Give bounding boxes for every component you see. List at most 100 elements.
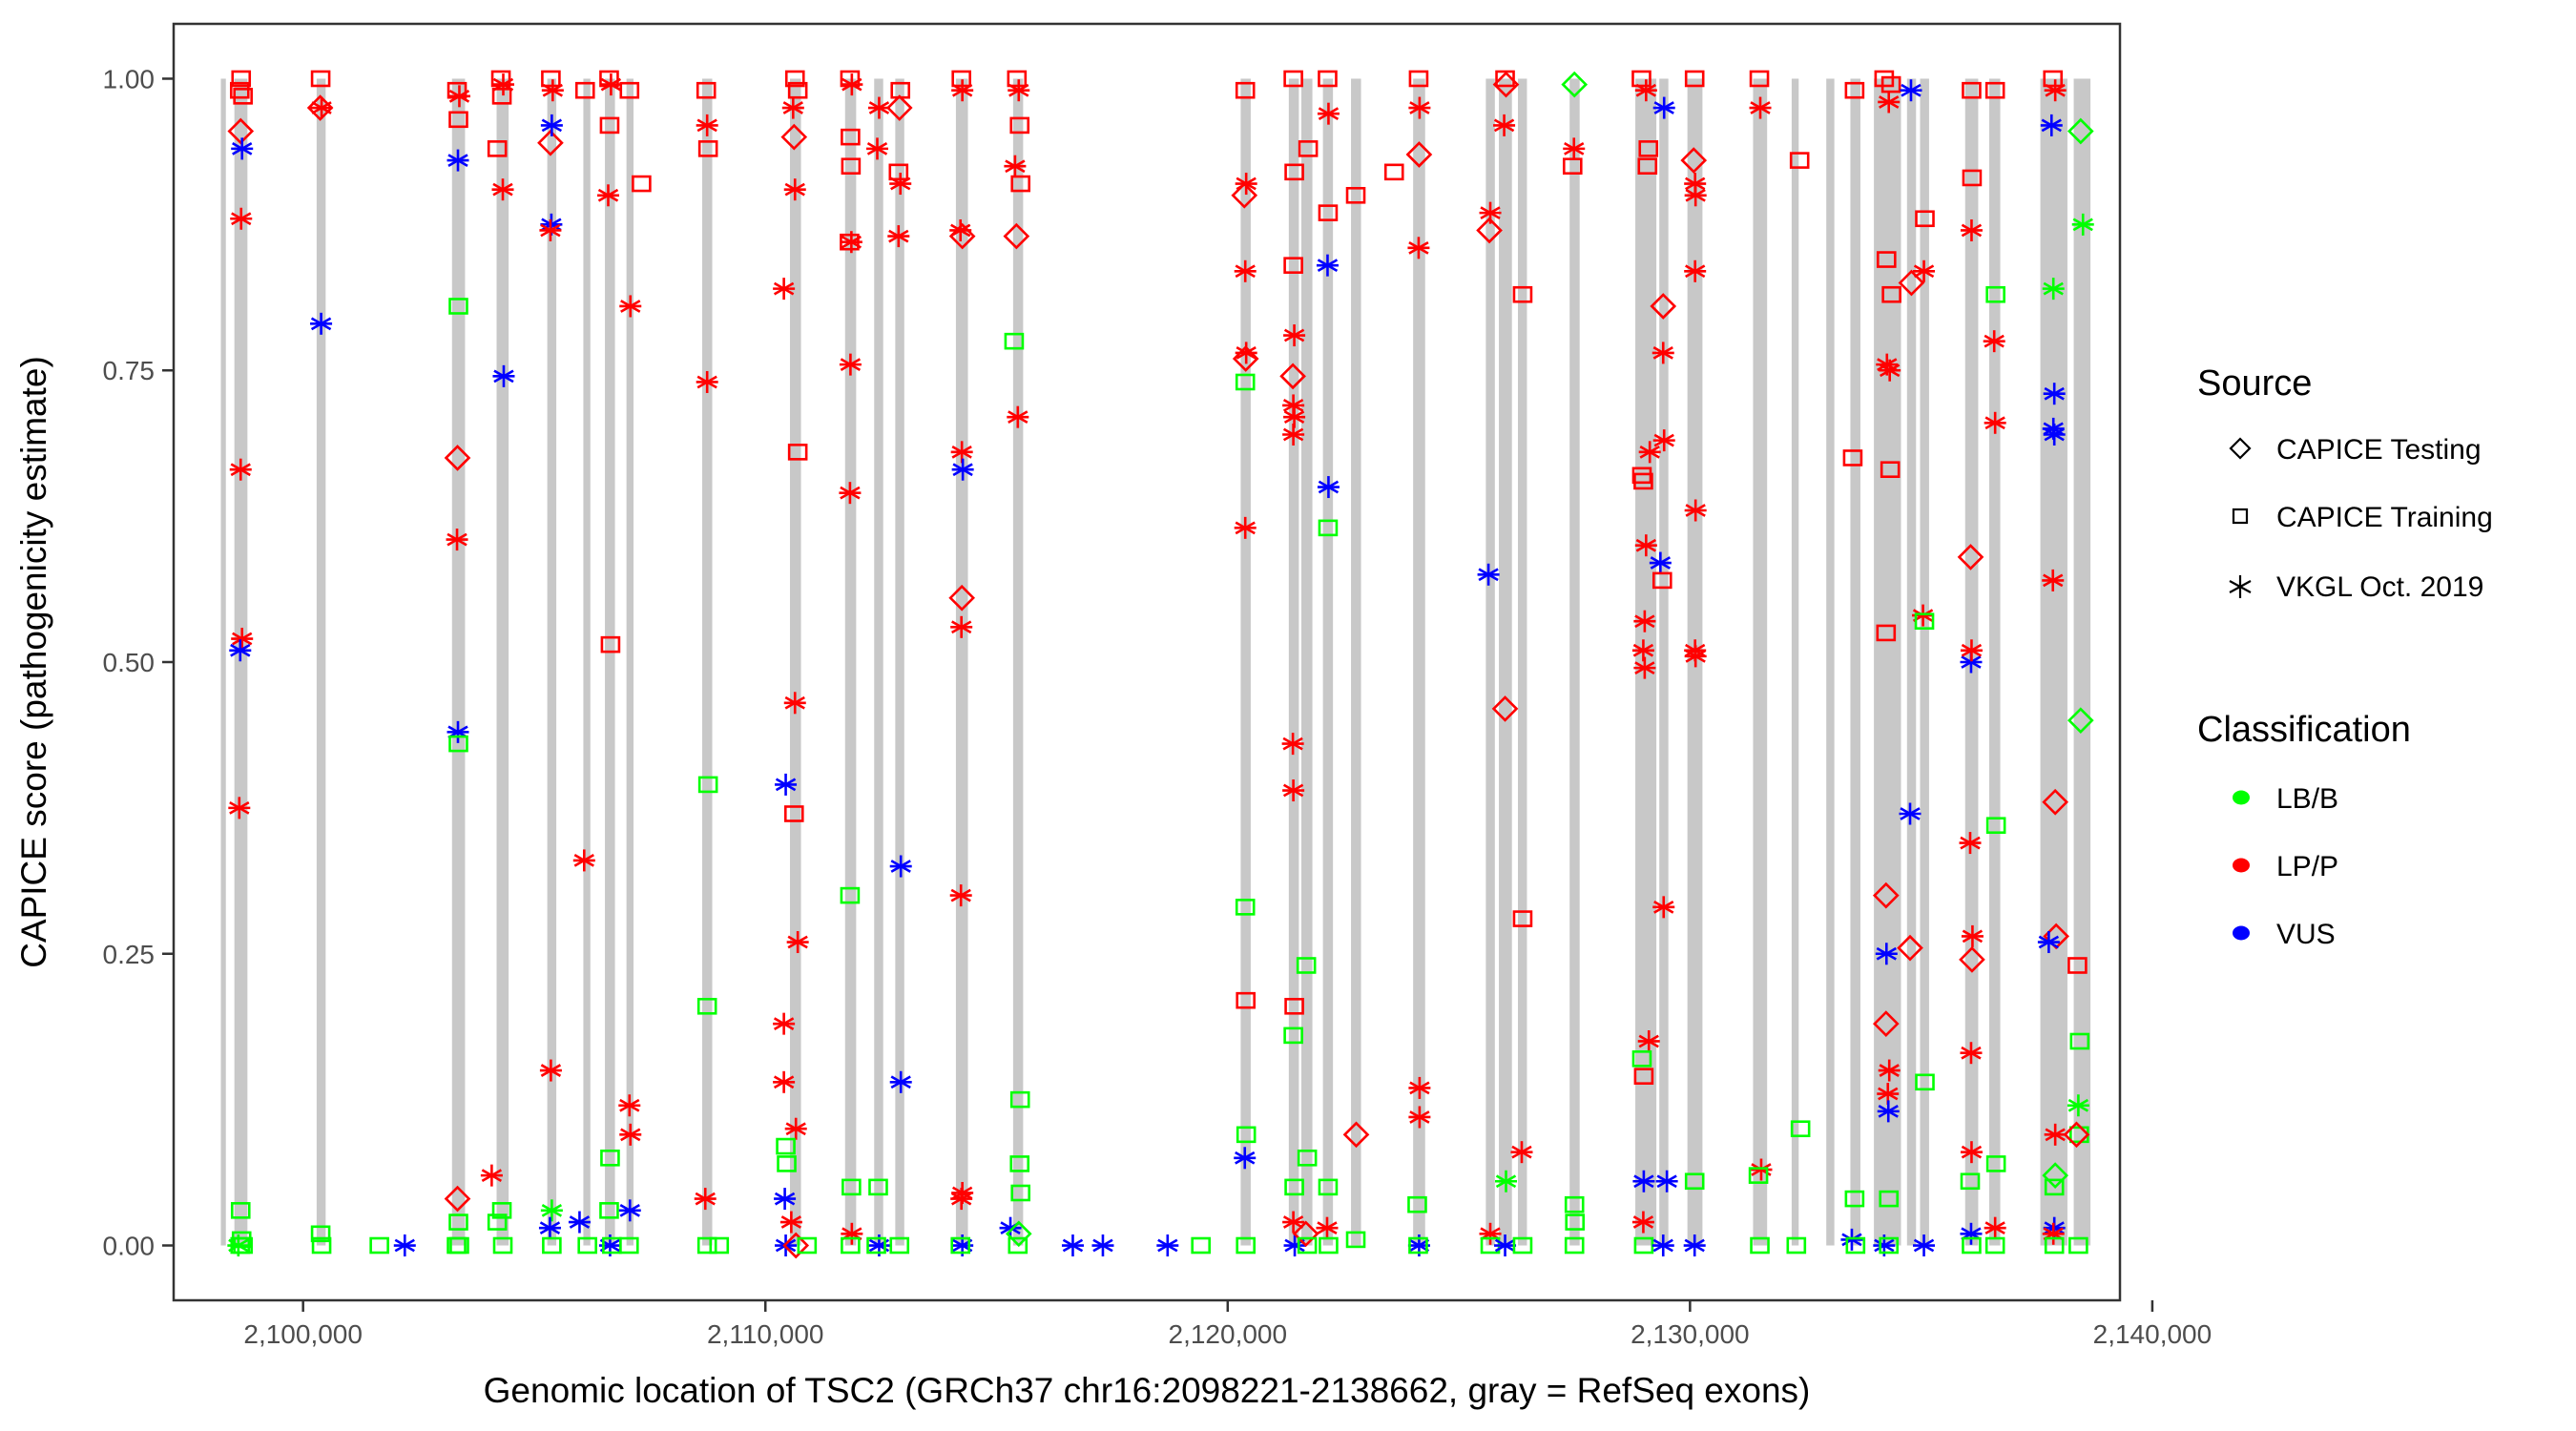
point-capice-training-lb-b — [448, 735, 468, 753]
point-capice-training-lb-b — [1235, 899, 1256, 916]
point-capice-training-lb-b — [1345, 1231, 1366, 1249]
point-capice-training-lb-b — [1564, 1195, 1585, 1213]
point-capice-training-lp-p — [1283, 70, 1303, 88]
point-capice-training-lb-b — [1985, 1155, 2006, 1172]
point-capice-training-lb-b — [696, 1236, 717, 1255]
point-capice-training-lb-b — [1284, 1178, 1304, 1196]
point-capice-training-lb-b — [950, 1236, 971, 1255]
exon-bar-15 — [955, 78, 968, 1246]
point-capice-testing-lp-p — [1897, 934, 1923, 962]
point-capice-training-lb-b — [696, 997, 717, 1015]
point-vkgl-oct-2019-lp-p — [784, 1117, 807, 1140]
point-capice-testing-lp-p — [1292, 1220, 1319, 1248]
exon-bar-31 — [1791, 78, 1799, 1246]
exon-bar-4 — [451, 78, 466, 1246]
exon-bar-8 — [605, 78, 615, 1246]
exon-bar-14 — [895, 78, 904, 1246]
point-capice-training-lp-p — [696, 81, 717, 99]
point-capice-training-lb-b — [1318, 519, 1339, 537]
point-vkgl-oct-2019-lp-p — [1317, 102, 1340, 125]
point-vkgl-oct-2019-lp-p — [1984, 411, 2006, 434]
y-tick-label: 0.25 — [103, 940, 156, 969]
exon-bar-2 — [234, 78, 248, 1246]
point-vkgl-oct-2019-vus — [951, 458, 974, 481]
point-vkgl-oct-2019-vus — [1840, 1228, 1863, 1251]
exon-bar-35 — [1906, 78, 1917, 1246]
x-tick-label: 2,130,000 — [1631, 1319, 1750, 1349]
point-vkgl-oct-2019-lp-p — [491, 178, 514, 201]
diamond-icon — [2229, 437, 2252, 460]
point-capice-training-lp-p — [1235, 81, 1256, 99]
y-axis: 0.00 0.25 0.50 0.75 1.00 — [103, 64, 174, 1261]
point-capice-training-lb-b — [1512, 1236, 1533, 1255]
point-vkgl-oct-2019-lp-p — [1878, 1059, 1901, 1082]
legend-label: VUS — [2276, 919, 2336, 950]
point-vkgl-oct-2019-vus — [310, 312, 333, 335]
point-vkgl-oct-2019-vus — [1900, 79, 1922, 102]
point-vkgl-oct-2019-lp-p — [841, 73, 863, 96]
point-capice-training-lb-b — [866, 1236, 886, 1255]
point-vkgl-oct-2019-vus — [540, 114, 563, 136]
point-vkgl-oct-2019-lp-p — [694, 1188, 717, 1211]
point-capice-training-lp-p — [787, 444, 808, 461]
exon-bar-34 — [1874, 78, 1901, 1246]
point-vkgl-oct-2019-lp-p — [447, 85, 470, 108]
point-capice-training-lp-p — [888, 163, 909, 181]
point-vkgl-oct-2019-vus — [1234, 1147, 1257, 1170]
point-capice-testing-lp-p — [227, 117, 255, 145]
point-capice-testing-lp-p — [1231, 181, 1258, 209]
point-capice-training-lb-b — [1009, 1090, 1030, 1109]
point-capice-training-lb-b — [1236, 1236, 1256, 1255]
point-capice-testing-lp-p — [782, 1232, 810, 1259]
point-capice-testing-lp-p — [1405, 141, 1433, 168]
point-capice-training-lp-p — [1962, 81, 1982, 99]
point-vkgl-oct-2019-lp-p — [783, 178, 806, 201]
point-vkgl-oct-2019-lp-p — [539, 1059, 562, 1082]
point-capice-training-lp-p — [1876, 251, 1897, 268]
exon-bar-22 — [1413, 78, 1425, 1246]
x-tick-label: 2,100,000 — [243, 1319, 363, 1349]
legend-item-capice-testing: CAPICE Testing — [2229, 434, 2482, 466]
point-capice-training-lp-p — [1684, 70, 1705, 88]
point-capice-training-lb-b — [868, 1178, 888, 1196]
y-tick-label: 1.00 — [103, 64, 156, 93]
point-vkgl-oct-2019-vus — [1061, 1234, 1084, 1257]
square-icon — [2232, 508, 2249, 525]
point-vkgl-oct-2019-lp-p — [1316, 1216, 1339, 1239]
exon-bar-40 — [2073, 78, 2091, 1246]
point-vkgl-oct-2019-lp-p — [1634, 79, 1657, 102]
point-capice-testing-lb-b — [2067, 117, 2094, 145]
point-vkgl-oct-2019-lp-p — [231, 628, 254, 651]
point-vkgl-oct-2019-vus — [1649, 551, 1672, 574]
point-vkgl-oct-2019-lb-b — [540, 1199, 563, 1222]
point-vkgl-oct-2019-lp-p — [779, 1211, 802, 1234]
point-vkgl-oct-2019-lp-p — [1631, 639, 1654, 662]
point-capice-training-lb-b — [1564, 1236, 1585, 1255]
point-vkgl-oct-2019-vus — [568, 1211, 591, 1234]
point-capice-training-lp-p — [574, 81, 595, 99]
point-vkgl-oct-2019-lp-p — [1493, 114, 1516, 136]
point-vkgl-oct-2019-lb-b — [1495, 1170, 1518, 1192]
point-capice-training-lb-b — [1010, 1184, 1031, 1202]
point-vkgl-oct-2019-lp-p — [950, 615, 973, 638]
point-capice-training-lp-p — [1631, 467, 1652, 485]
point-capice-training-lp-p — [1915, 210, 1935, 228]
point-vkgl-oct-2019-vus — [618, 1199, 641, 1222]
point-capice-training-lb-b — [618, 1236, 639, 1255]
point-capice-training-lb-b — [231, 1231, 252, 1249]
exon-bar-16 — [1012, 78, 1024, 1246]
x-tick-label: 2,120,000 — [1169, 1319, 1288, 1349]
point-capice-training-lp-p — [1512, 285, 1533, 303]
point-vkgl-oct-2019-vus — [231, 137, 254, 160]
point-capice-testing-lp-p — [2042, 788, 2068, 816]
point-vkgl-oct-2019-vus — [2040, 114, 2063, 136]
point-capice-training-lp-p — [600, 635, 621, 653]
point-capice-training-lb-b — [1235, 373, 1256, 391]
legend-source: Source CAPICE Testing CAPICE Training VK… — [2197, 363, 2493, 603]
point-capice-training-lp-p — [231, 70, 252, 88]
point-capice-training-lp-p — [784, 70, 805, 88]
point-vkgl-oct-2019-lp-p — [1510, 1141, 1533, 1164]
point-capice-training-lp-p — [599, 116, 620, 135]
point-vkgl-oct-2019-lp-p — [539, 218, 562, 241]
point-capice-training-lb-b — [1009, 1155, 1030, 1172]
